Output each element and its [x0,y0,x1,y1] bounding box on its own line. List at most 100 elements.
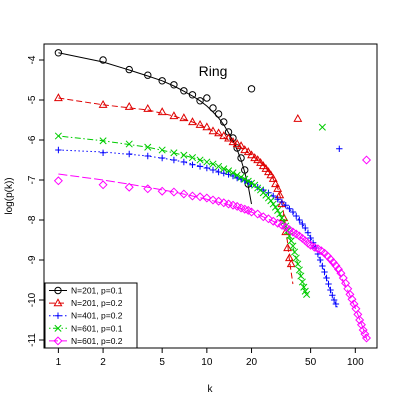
data-point [247,207,257,217]
data-point [188,91,197,99]
x-tick-label: 2 [100,357,106,368]
data-point [282,202,289,209]
data-point [143,184,153,194]
data-point [237,173,245,181]
data-point [332,300,340,308]
data-point [273,218,283,228]
data-point [296,216,303,224]
data-point [268,173,278,182]
data-point [295,266,303,274]
data-point [304,229,312,236]
data-point [321,268,328,276]
x-tick-label: 10 [201,357,213,368]
legend-label: N=401, p=0.2 [71,311,123,321]
data-point [169,111,179,120]
legend-entry: N=601, p=0.2 [49,336,123,346]
legend-entry: N=201, p=0.1 [49,286,123,296]
series-1 [54,49,256,205]
legend-label: N=601, p=0.2 [71,336,123,346]
y-axis-ticks: -4 -5 -6 -7 -8 -9 -10 -11 [27,55,44,347]
data-point [297,272,305,280]
x-axis-ticks: 1 2 5 10 20 50 100 [56,348,364,368]
data-point [277,199,287,208]
x-tick-label: 5 [159,357,165,368]
data-point [209,166,217,174]
data-point [258,161,268,170]
data-point [286,205,293,212]
y-tick-label: -7 [27,175,38,184]
data-point [275,190,285,199]
data-point [54,132,62,140]
data-point [170,149,178,157]
series-5 [53,155,372,343]
series-2 [53,93,303,285]
data-point [208,126,218,135]
data-point [241,175,249,183]
y-axis-label: log(p(k)) [4,177,15,214]
data-point [331,261,341,271]
data-point [219,131,229,140]
data-point [302,224,309,232]
y-tick-label: -5 [27,95,38,104]
data-point [209,160,217,168]
chart-title: Ring [199,63,228,79]
data-point [330,296,338,304]
data-point [215,162,223,170]
data-point [277,220,287,230]
data-point [274,196,281,203]
legend-label: N=201, p=0.2 [71,298,123,308]
data-point [294,260,302,268]
data-point [99,149,107,156]
data-point [327,286,334,294]
data-point [157,107,167,116]
data-point [362,155,372,165]
legend: N=201, p=0.1 N=201, p=0.2 N=401, p=0.2 N=60… [44,282,138,349]
legend-entry: N=601, p=0.1 [49,323,123,333]
data-point [247,179,256,187]
data-point [143,103,153,112]
data-point [203,94,211,102]
legend-marker [53,298,63,307]
data-point [263,214,273,224]
legend-entry: N=401, p=0.2 [49,311,123,321]
x-tick-label: 20 [246,357,258,368]
plot-frame [43,43,378,349]
data-point [195,192,205,202]
data-point [196,97,204,105]
data-point [345,289,355,299]
data-point [293,113,303,122]
data-point [180,158,188,166]
data-point [53,176,63,186]
data-point [188,154,197,162]
data-point [261,163,271,172]
data-point [274,206,282,214]
data-point [187,191,197,201]
data-point [329,292,336,299]
legend-entry: N=201, p=0.2 [49,298,123,308]
data-point [256,157,266,166]
data-point [196,156,204,164]
x-tick-label: 100 [347,357,364,368]
data-point [271,203,280,211]
y-tick-label: -4 [27,55,38,64]
data-point [170,156,178,164]
data-point [214,128,224,137]
data-point [243,147,253,156]
x-axis-label: k [208,384,214,395]
data-point [253,209,263,219]
data-point [229,134,237,142]
data-point [258,212,268,222]
data-point [229,169,237,177]
data-point [188,117,197,126]
data-point [358,325,368,335]
data-point [229,172,237,180]
legend-marker [54,286,62,295]
data-point [124,182,134,192]
data-point [189,161,196,168]
data-point [292,254,300,262]
data-point [203,158,211,166]
data-point [263,167,273,176]
data-point [54,49,63,57]
